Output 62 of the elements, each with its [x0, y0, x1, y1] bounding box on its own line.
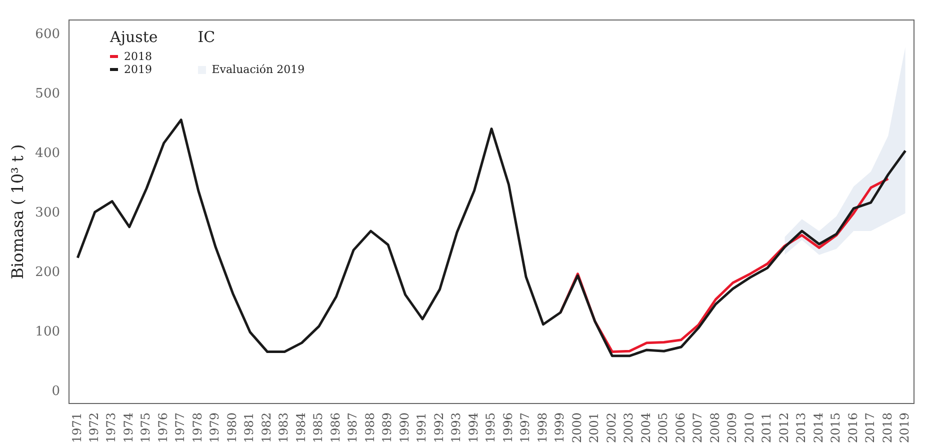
x-tick-label: 2000	[570, 412, 584, 444]
x-tick-label: 1992	[432, 412, 446, 444]
x-tick-label: 1981	[242, 412, 256, 444]
x-tick-label: 1972	[87, 412, 102, 444]
x-tick-label: 1985	[311, 412, 326, 444]
x-tick-label: 2012	[776, 412, 791, 444]
x-tick-label: 1977	[173, 412, 188, 444]
x-tick-label: 1974	[121, 412, 136, 444]
x-tick-label: 2018	[880, 412, 894, 444]
x-tick-label: 2014	[811, 412, 826, 444]
x-tick-label: 2015	[828, 412, 843, 444]
x-tick-label: 1973	[104, 412, 118, 444]
x-tick-label: 1994	[466, 412, 480, 444]
x-tick-label: 1998	[535, 412, 550, 444]
y-tick-label: 600	[35, 27, 60, 42]
y-tick-label: 400	[35, 146, 60, 162]
x-tick-label: 2011	[760, 412, 774, 444]
y-tick-label: 200	[35, 265, 60, 280]
y-axis-title: Biomasa ( 10³ t )	[8, 144, 27, 280]
legend-label: 2019	[124, 63, 152, 76]
x-tick-label: 1995	[484, 412, 498, 444]
x-tick-label: 1971	[70, 412, 84, 444]
y-tick-label: 300	[35, 206, 60, 221]
x-tick-label: 1988	[362, 412, 377, 444]
x-tick-label: 2003	[622, 412, 636, 444]
annotation: IC	[198, 28, 216, 46]
x-tick-label: 2001	[587, 412, 602, 444]
x-tick-label: 1980	[224, 412, 239, 444]
x-tick-label: 1982	[259, 412, 274, 444]
x-tick-label: 1975	[138, 412, 153, 444]
x-tick-label: 2019	[898, 412, 912, 444]
x-tick-label: 1989	[380, 412, 394, 444]
x-tick-label: 1978	[190, 412, 204, 444]
x-tick-label: 1976	[156, 412, 170, 444]
y-tick-label: 500	[35, 86, 60, 102]
x-tick-label: 2004	[638, 412, 653, 444]
x-tick-label: 1991	[414, 412, 429, 444]
x-tick-label: 1979	[208, 412, 222, 444]
x-tick-label: 2008	[708, 412, 722, 444]
x-tick-label: 1986	[328, 412, 342, 444]
x-tick-label: 1997	[518, 412, 532, 444]
legend-title: Ajuste	[110, 28, 158, 46]
y-tick-label: 0	[52, 384, 60, 399]
x-tick-label: 1987	[346, 412, 360, 444]
x-tick-label: 2005	[656, 412, 670, 444]
x-tick-label: 1990	[397, 412, 412, 444]
x-tick-label: 1984	[294, 412, 308, 444]
x-tick-label: 1996	[500, 412, 515, 444]
x-tick-label: 2007	[690, 412, 705, 444]
x-tick-label: 1983	[276, 412, 291, 444]
x-tick-label: 1993	[449, 412, 464, 444]
x-tick-label: 2013	[794, 412, 808, 444]
annotation: Evaluación 2019	[212, 63, 305, 76]
legend-label: 2018	[124, 50, 152, 63]
x-tick-label: 2002	[604, 412, 618, 444]
x-tick-label: 2006	[673, 412, 688, 444]
y-tick-label: 100	[35, 324, 60, 340]
x-tick-label: 1999	[552, 412, 567, 444]
x-tick-label: 2009	[725, 412, 740, 444]
x-tick-label: 2010	[742, 412, 756, 444]
x-tick-label: 2016	[846, 412, 860, 444]
x-tick-label: 2017	[863, 412, 878, 444]
